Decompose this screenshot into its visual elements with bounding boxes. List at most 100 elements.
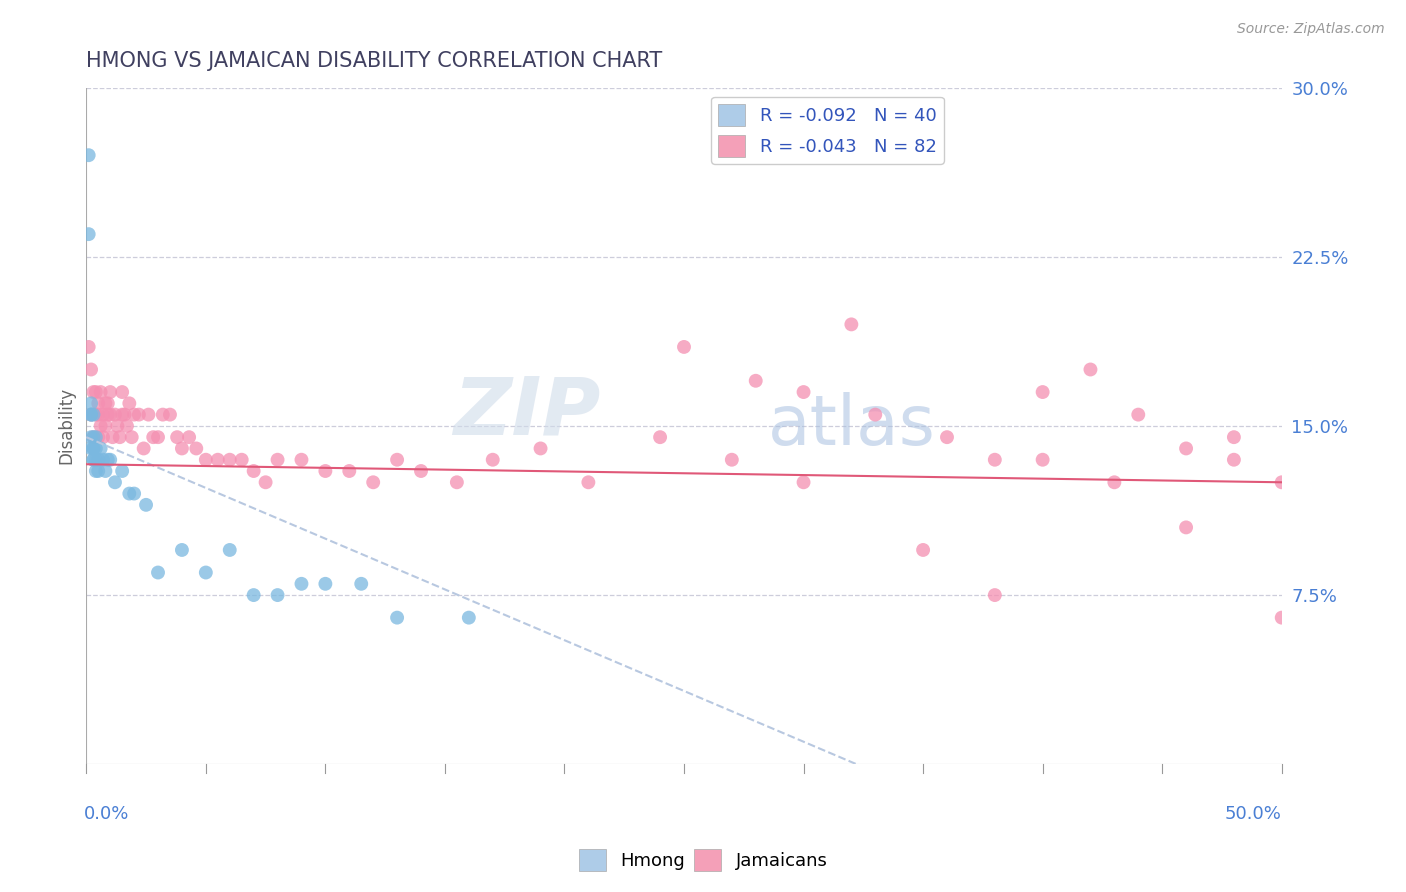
Point	[745, 374, 768, 388]
Y-axis label: Disability: Disability	[58, 387, 75, 465]
Point	[80, 362, 103, 376]
Point	[793, 475, 815, 490]
Legend: Hmong, Jamaicans: Hmong, Jamaicans	[571, 842, 835, 879]
Point	[142, 430, 165, 444]
Point	[80, 408, 103, 422]
Point	[82, 430, 104, 444]
Point	[138, 408, 160, 422]
Point	[91, 452, 114, 467]
Point	[146, 430, 169, 444]
Point	[290, 576, 312, 591]
Point	[337, 464, 360, 478]
Point	[91, 430, 114, 444]
Point	[80, 408, 103, 422]
Point	[82, 385, 104, 400]
Point	[111, 464, 134, 478]
Point	[1128, 408, 1150, 422]
Point	[111, 408, 134, 422]
Point	[80, 430, 103, 444]
Point	[82, 442, 104, 456]
Point	[170, 442, 193, 456]
Point	[194, 452, 217, 467]
Point	[177, 430, 200, 444]
Point	[87, 396, 110, 410]
Point	[290, 452, 312, 467]
Point	[90, 418, 112, 433]
Point	[108, 430, 131, 444]
Text: ZIP: ZIP	[453, 374, 600, 451]
Point	[87, 452, 110, 467]
Point	[84, 430, 107, 444]
Point	[77, 227, 100, 241]
Point	[457, 610, 479, 624]
Point	[104, 475, 127, 490]
Point	[1175, 442, 1198, 456]
Point	[84, 442, 107, 456]
Point	[218, 543, 240, 558]
Point	[170, 543, 193, 558]
Point	[865, 408, 887, 422]
Point	[122, 408, 145, 422]
Point	[793, 385, 815, 400]
Point	[984, 452, 1007, 467]
Point	[97, 408, 120, 422]
Point	[90, 442, 112, 456]
Point	[132, 442, 155, 456]
Point	[186, 442, 208, 456]
Point	[314, 464, 336, 478]
Point	[166, 430, 188, 444]
Text: HMONG VS JAMAICAN DISABILITY CORRELATION CHART: HMONG VS JAMAICAN DISABILITY CORRELATION…	[86, 51, 662, 70]
Point	[118, 486, 141, 500]
Point	[98, 408, 121, 422]
Point	[672, 340, 695, 354]
Point	[97, 396, 120, 410]
Point	[87, 464, 110, 478]
Point	[159, 408, 181, 422]
Point	[841, 318, 863, 332]
Point	[266, 588, 288, 602]
Point	[146, 566, 169, 580]
Text: Source: ZipAtlas.com: Source: ZipAtlas.com	[1237, 22, 1385, 37]
Point	[98, 452, 121, 467]
Text: 50.0%: 50.0%	[1225, 805, 1282, 823]
Point	[87, 430, 110, 444]
Point	[446, 475, 468, 490]
Point	[1032, 452, 1054, 467]
Point	[254, 475, 277, 490]
Point	[984, 588, 1007, 602]
Point	[1223, 430, 1246, 444]
Point	[194, 566, 217, 580]
Text: atlas: atlas	[768, 392, 935, 459]
Point	[912, 543, 935, 558]
Point	[82, 430, 104, 444]
Point	[82, 442, 104, 456]
Point	[82, 408, 104, 422]
Point	[152, 408, 174, 422]
Point	[1271, 475, 1294, 490]
Text: 0.0%: 0.0%	[84, 805, 129, 823]
Point	[1104, 475, 1126, 490]
Point	[82, 452, 104, 467]
Point	[529, 442, 551, 456]
Point	[77, 340, 100, 354]
Point	[481, 452, 503, 467]
Point	[576, 475, 599, 490]
Point	[94, 396, 117, 410]
Point	[350, 576, 373, 591]
Point	[101, 430, 124, 444]
Point	[94, 418, 117, 433]
Point	[84, 452, 107, 467]
Point	[87, 408, 110, 422]
Point	[84, 464, 107, 478]
Point	[98, 385, 121, 400]
Point	[1080, 362, 1102, 376]
Point	[105, 418, 128, 433]
Point	[721, 452, 744, 467]
Point	[1032, 385, 1054, 400]
Point	[94, 464, 117, 478]
Point	[80, 442, 103, 456]
Point	[207, 452, 229, 467]
Point	[111, 385, 134, 400]
Point	[1223, 452, 1246, 467]
Point	[118, 396, 141, 410]
